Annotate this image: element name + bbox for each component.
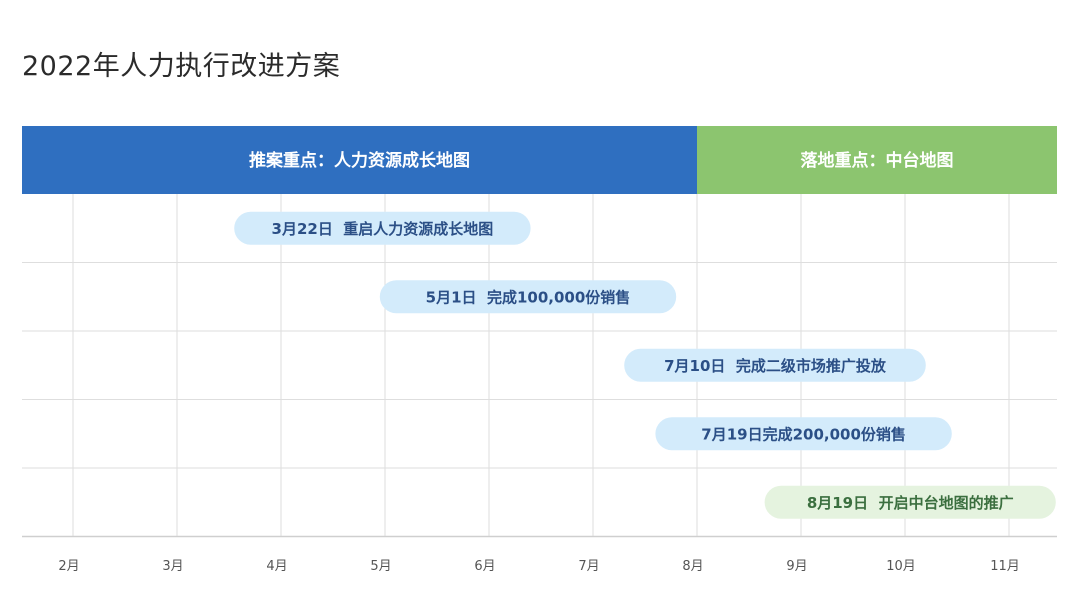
milestone-label: 5月1日 完成100,000份销售 xyxy=(426,288,631,306)
page-title: 2022年人力执行改进方案 xyxy=(22,51,341,82)
x-tick-label: 5月 xyxy=(370,559,391,574)
phase-band xyxy=(22,126,697,194)
x-tick-label: 6月 xyxy=(474,559,495,574)
milestone-pill xyxy=(624,348,926,382)
milestones: 3月22日 重启人力资源成长地图 5月1日 完成100,000份销售 7月10日 完… xyxy=(234,211,1056,519)
x-tick-label: 3月 xyxy=(162,559,183,574)
x-tick-label: 11月 xyxy=(990,559,1020,574)
milestone-pill xyxy=(234,211,531,245)
x-axis: 2月 3月 4月 5月 6月 7月 8月 9月 10月 11月 xyxy=(58,559,1019,574)
milestone-label: 8月19日 开启中台地图的推广 xyxy=(807,494,1014,512)
milestone-pill xyxy=(379,280,677,314)
phase-label: 推案重点：人力资源成长地图 xyxy=(249,150,470,171)
milestone-pill xyxy=(655,417,952,451)
milestone-label: 7月10日 完成二级市场推广投放 xyxy=(664,357,887,375)
x-tick-label: 2月 xyxy=(58,559,79,574)
x-tick-label: 7月 xyxy=(578,559,599,574)
x-tick-label: 8月 xyxy=(682,559,703,574)
milestone-label: 3月22日 重启人力资源成长地图 xyxy=(272,220,494,238)
phase-bands: 推案重点：人力资源成长地图 落地重点：中台地图 xyxy=(22,126,1057,194)
grid xyxy=(22,194,1057,538)
milestone-pill xyxy=(764,485,1056,519)
milestone-label: 7月19日完成200,000份销售 xyxy=(701,425,906,443)
x-tick-label: 10月 xyxy=(886,559,916,574)
phase-label: 落地重点：中台地图 xyxy=(801,150,954,171)
x-tick-label: 9月 xyxy=(786,559,807,574)
x-tick-label: 4月 xyxy=(266,559,287,574)
phase-band xyxy=(697,126,1057,194)
